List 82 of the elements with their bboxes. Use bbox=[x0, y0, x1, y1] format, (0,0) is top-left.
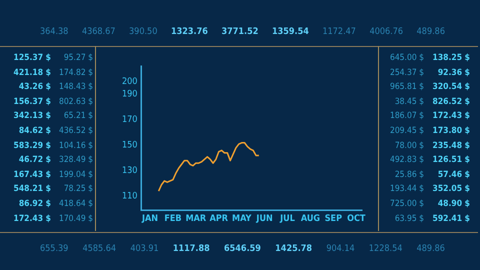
text: 172.43 $ bbox=[12, 214, 51, 224]
x-tick-label: APR bbox=[210, 214, 229, 224]
text: 328.49 $ bbox=[58, 155, 93, 166]
text: 418.64 $ bbox=[58, 199, 93, 209]
text: 548.21 $ bbox=[12, 184, 51, 194]
text: 4368.67 bbox=[82, 27, 116, 37]
x-tick-label: FEB bbox=[164, 214, 182, 224]
text: 489.86 bbox=[416, 244, 445, 254]
text: 104.16 $ bbox=[58, 140, 93, 151]
text: 186.07 $ bbox=[388, 111, 424, 122]
text: 167.43 $ bbox=[12, 170, 51, 180]
text: 6546.59 bbox=[224, 244, 261, 254]
text: 174.82 $ bbox=[58, 68, 93, 78]
text: 84.62 $ bbox=[18, 126, 51, 136]
text: 209.45 $ bbox=[388, 126, 424, 136]
text: 492.83 $ bbox=[388, 155, 424, 166]
text: 78.25 $ bbox=[62, 184, 93, 194]
text: 65.21 $ bbox=[62, 111, 93, 122]
text: 172.43 $ bbox=[432, 111, 470, 122]
y-tick-label: 170 bbox=[122, 115, 138, 126]
text: 583.29 $ bbox=[12, 140, 51, 151]
text: 645.00 $ bbox=[388, 53, 424, 63]
text: 38.45 $ bbox=[394, 96, 424, 107]
text: 156.37 $ bbox=[12, 96, 51, 107]
y-tick-label: 200 bbox=[122, 77, 138, 88]
x-tick-label: SEP bbox=[324, 214, 342, 224]
x-tick-label: OCT bbox=[347, 214, 366, 224]
text: 48.90 $ bbox=[436, 199, 470, 209]
x-tick-label: JAN bbox=[141, 214, 158, 224]
text: 725.00 $ bbox=[388, 199, 424, 209]
text: 802.63 $ bbox=[58, 96, 93, 107]
x-tick-label: AUG bbox=[300, 214, 320, 224]
text: 403.91 bbox=[130, 244, 159, 254]
text: 235.48 $ bbox=[432, 140, 470, 151]
text: 826.52 $ bbox=[432, 96, 470, 107]
text: 78.00 $ bbox=[394, 140, 424, 151]
text: 352.05 $ bbox=[432, 184, 470, 194]
x-tick-label: MAY bbox=[232, 214, 252, 224]
text: 1323.76 bbox=[170, 27, 208, 37]
text: 254.37 $ bbox=[388, 68, 424, 78]
text: 364.38 bbox=[40, 27, 68, 37]
y-tick-label: 130 bbox=[122, 166, 138, 176]
text: 4585.64 bbox=[82, 244, 116, 254]
text: 63.95 $ bbox=[394, 214, 424, 224]
text: 436.52 $ bbox=[58, 126, 93, 136]
text: 965.81 $ bbox=[388, 82, 424, 92]
text: 138.25 $ bbox=[432, 53, 470, 63]
y-tick-label: 150 bbox=[122, 140, 138, 151]
text: 92.36 $ bbox=[436, 68, 470, 78]
text: 390.50 bbox=[129, 27, 158, 37]
text: 3771.52 bbox=[221, 27, 258, 37]
text: 342.13 $ bbox=[12, 111, 51, 122]
text: 46.72 $ bbox=[18, 155, 51, 166]
text: 4006.76 bbox=[370, 27, 404, 37]
text: 25.86 $ bbox=[394, 170, 424, 180]
text: 95.27 $ bbox=[62, 53, 93, 63]
text: 43.26 $ bbox=[18, 82, 51, 92]
text: 320.54 $ bbox=[432, 82, 470, 92]
x-tick-label: MAR bbox=[186, 214, 207, 224]
text: 1172.47 bbox=[322, 27, 356, 37]
text: 1425.78 bbox=[275, 244, 312, 254]
text: 193.44 $ bbox=[388, 184, 424, 194]
text: 655.39 bbox=[40, 244, 68, 254]
x-tick-label: JUL bbox=[279, 214, 295, 224]
text: 904.14 bbox=[326, 244, 355, 254]
text: 170.49 $ bbox=[58, 214, 93, 224]
text: 1117.88 bbox=[172, 244, 210, 254]
y-tick-label: 190 bbox=[122, 90, 138, 100]
text: 148.43 $ bbox=[58, 82, 93, 92]
x-tick-label: JUN bbox=[255, 214, 274, 224]
text: 1359.54 bbox=[272, 27, 309, 37]
text: 1228.54 bbox=[368, 244, 402, 254]
text: 592.41 $ bbox=[432, 214, 470, 224]
y-tick-label: 110 bbox=[122, 192, 138, 202]
text: 126.51 $ bbox=[432, 155, 470, 166]
text: 421.18 $ bbox=[12, 68, 51, 78]
text: 86.92 $ bbox=[18, 199, 51, 209]
text: 199.04 $ bbox=[58, 170, 93, 180]
text: 173.80 $ bbox=[432, 126, 470, 136]
text: 125.37 $ bbox=[12, 53, 51, 63]
text: 489.86 bbox=[416, 27, 445, 37]
text: 57.46 $ bbox=[436, 170, 470, 180]
